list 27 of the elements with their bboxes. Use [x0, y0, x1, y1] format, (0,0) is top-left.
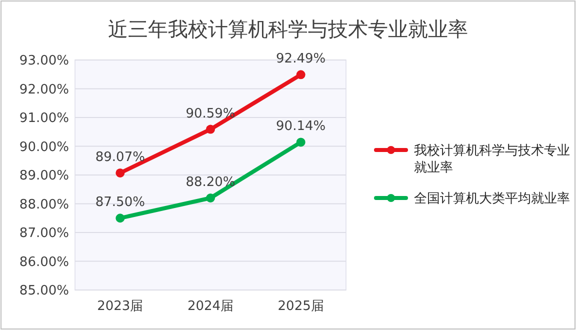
point — [206, 124, 215, 134]
point — [116, 214, 125, 223]
data-label: 88.20% — [186, 175, 236, 190]
point — [206, 194, 215, 202]
legend-label: 我校计算机科学与技术专业就业率 — [414, 144, 570, 176]
y-tick-label: 90.00% — [19, 140, 69, 155]
point — [116, 168, 125, 178]
point — [296, 70, 306, 80]
y-tick-label: 89.00% — [19, 168, 69, 184]
x-tick-label: 2023届 — [97, 299, 144, 314]
data-label: 87.50% — [95, 195, 145, 210]
data-label: 89.07% — [95, 150, 145, 165]
x-tick-label: 2025届 — [278, 299, 324, 314]
y-tick-label: 88.00% — [19, 197, 69, 212]
point — [296, 138, 306, 147]
y-tick-label: 87.00% — [19, 226, 69, 242]
data-label: 90.59% — [186, 106, 236, 122]
y-tick-label: 92.00% — [19, 82, 69, 98]
data-label: 90.14% — [276, 119, 326, 134]
chart-title: 近三年我校计算机科学与技术专业就业率 — [108, 17, 468, 41]
x-tick-label: 2024届 — [187, 299, 234, 314]
y-tick-label: 85.00% — [19, 284, 69, 299]
y-tick-label: 91.00% — [19, 111, 69, 126]
legend-label: 全国计算机大类平均就业率 — [414, 190, 570, 207]
y-tick-label: 93.00% — [19, 54, 69, 69]
y-tick-label: 86.00% — [19, 254, 69, 270]
data-label: 92.49% — [276, 52, 326, 67]
